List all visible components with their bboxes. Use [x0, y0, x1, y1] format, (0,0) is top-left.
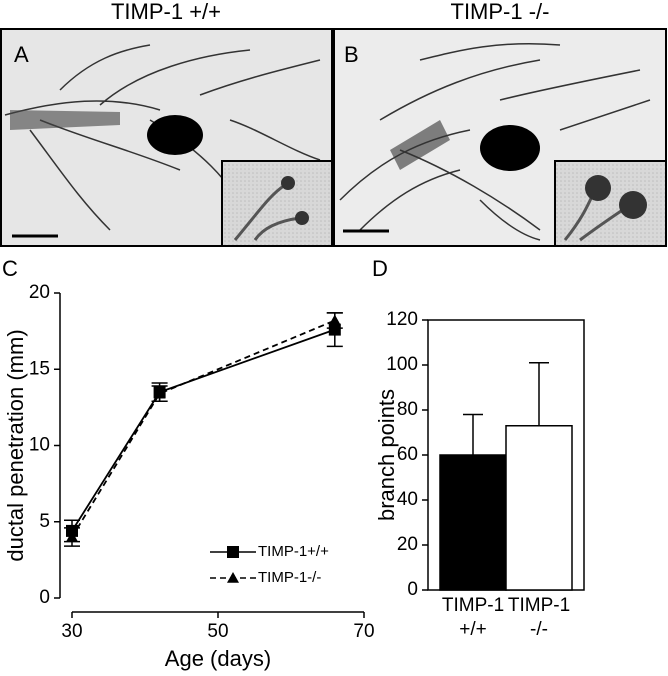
panel-label: B	[344, 42, 359, 67]
series-line	[71, 319, 336, 538]
series-line	[71, 328, 336, 532]
point	[328, 314, 341, 326]
y-axis-title: branch points	[374, 389, 399, 521]
header: TIMP-1 +/+	[111, 0, 221, 24]
y-tick-label: 15	[29, 358, 50, 379]
y-tick-label: 40	[397, 489, 418, 510]
y-tick-label: 0	[407, 579, 418, 600]
bar	[505, 425, 573, 591]
x-tick-label: 50	[207, 621, 228, 642]
panel-label: D	[372, 256, 388, 281]
x-tick-label: 70	[353, 621, 374, 642]
y-tick-label: 80	[397, 399, 418, 420]
y-tick-label: 100	[386, 354, 418, 375]
legend-marker	[227, 546, 239, 558]
panel-label: A	[14, 42, 29, 67]
y-tick-label: 120	[386, 309, 418, 330]
y-tick-label: 0	[39, 587, 50, 608]
x-tick-label: +/+	[459, 619, 486, 640]
y-tick-label: 5	[39, 511, 50, 532]
y-tick-label: 60	[397, 444, 418, 465]
point	[328, 323, 341, 336]
y-tick-label: 20	[397, 534, 418, 555]
x-axis-title: Age (days)	[165, 646, 271, 671]
x-tick-label: 30	[61, 621, 82, 642]
legend-marker	[227, 572, 239, 583]
y-tick-label: 20	[29, 282, 50, 303]
point	[66, 531, 78, 542]
point	[153, 387, 166, 399]
x-tick-label: TIMP-1	[442, 595, 504, 616]
x-tick-label: -/-	[530, 619, 548, 640]
x-tick-label: TIMP-1	[508, 595, 570, 616]
bar	[439, 454, 507, 591]
panel-label: C	[2, 256, 18, 281]
header: TIMP-1 -/-	[451, 0, 550, 24]
legend-label: TIMP-1+/+	[258, 543, 329, 560]
legend-label: TIMP-1-/-	[258, 569, 321, 586]
photo-a	[0, 28, 333, 247]
photo-b	[333, 28, 667, 247]
y-axis-title: ductal penetration (mm)	[3, 329, 28, 561]
y-tick-label: 10	[29, 435, 50, 456]
